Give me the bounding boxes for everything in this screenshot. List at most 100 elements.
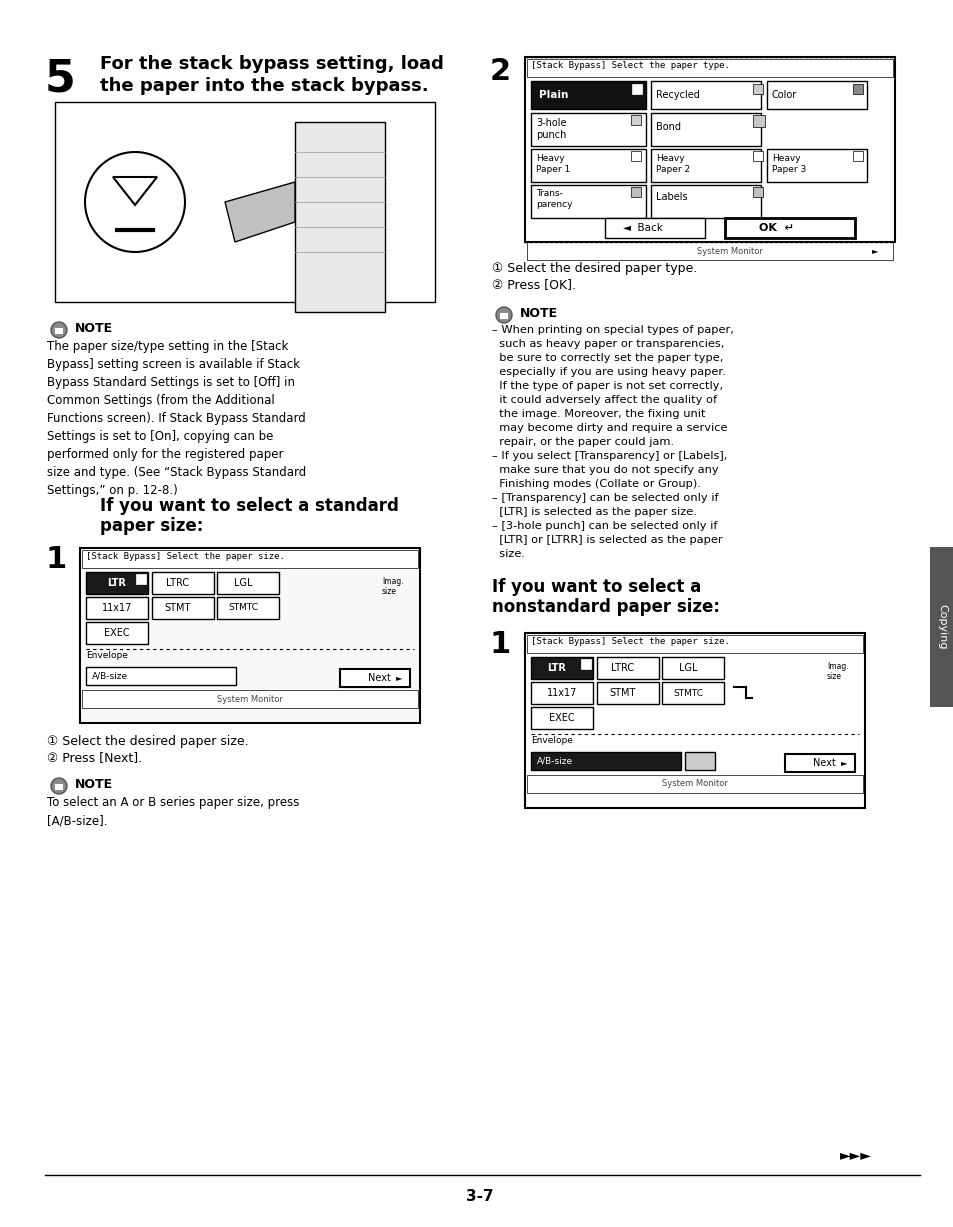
FancyBboxPatch shape: [852, 83, 862, 94]
FancyBboxPatch shape: [752, 83, 762, 94]
Text: Next: Next: [368, 672, 391, 683]
FancyBboxPatch shape: [752, 151, 762, 161]
Text: ① Select the desired paper type.: ① Select the desired paper type.: [492, 263, 697, 275]
FancyBboxPatch shape: [339, 669, 410, 687]
Text: 11x17: 11x17: [546, 688, 577, 698]
Text: LTRC: LTRC: [166, 578, 190, 588]
Text: Envelope: Envelope: [86, 652, 128, 660]
FancyBboxPatch shape: [86, 572, 148, 594]
Text: – [3-hole punch] can be selected only if: – [3-hole punch] can be selected only if: [492, 521, 717, 531]
Text: the paper into the stack bypass.: the paper into the stack bypass.: [100, 77, 428, 94]
FancyBboxPatch shape: [82, 550, 417, 721]
Text: [LTR] or [LTRR] is selected as the paper: [LTR] or [LTRR] is selected as the paper: [492, 535, 721, 545]
FancyBboxPatch shape: [526, 775, 862, 793]
Text: make sure that you do not specify any: make sure that you do not specify any: [492, 465, 718, 475]
Text: OK  ↵: OK ↵: [759, 223, 794, 233]
Text: System Monitor: System Monitor: [661, 779, 727, 789]
Text: Heavy
Paper 3: Heavy Paper 3: [771, 155, 805, 174]
Text: Next: Next: [812, 758, 835, 768]
Text: NOTE: NOTE: [75, 778, 113, 791]
FancyBboxPatch shape: [152, 598, 213, 618]
Text: 5: 5: [45, 56, 76, 99]
Text: – If you select [Transparency] or [Labels],: – If you select [Transparency] or [Label…: [492, 452, 726, 461]
Text: [Stack Bypass] Select the paper size.: [Stack Bypass] Select the paper size.: [86, 552, 285, 561]
Text: LTR: LTR: [108, 578, 127, 588]
Text: LTRC: LTRC: [611, 663, 634, 672]
FancyBboxPatch shape: [650, 81, 760, 109]
FancyBboxPatch shape: [82, 550, 417, 568]
Text: ① Select the desired paper size.: ① Select the desired paper size.: [47, 735, 249, 748]
Text: may become dirty and require a service: may become dirty and require a service: [492, 423, 727, 433]
FancyBboxPatch shape: [524, 56, 894, 242]
Text: Heavy
Paper 2: Heavy Paper 2: [656, 155, 689, 174]
Text: If the type of paper is not set correctly,: If the type of paper is not set correctl…: [492, 382, 722, 391]
FancyBboxPatch shape: [597, 656, 659, 679]
FancyBboxPatch shape: [526, 636, 862, 653]
FancyBboxPatch shape: [531, 752, 680, 771]
Text: Imag.
size: Imag. size: [381, 577, 403, 596]
FancyBboxPatch shape: [929, 547, 953, 707]
Text: ◄  Back: ◄ Back: [622, 223, 662, 233]
FancyBboxPatch shape: [531, 113, 645, 146]
FancyBboxPatch shape: [630, 115, 640, 125]
Text: ►: ►: [841, 758, 846, 768]
Text: System Monitor: System Monitor: [217, 694, 283, 703]
Text: – [Transparency] can be selected only if: – [Transparency] can be selected only if: [492, 493, 718, 503]
FancyBboxPatch shape: [604, 218, 704, 238]
FancyBboxPatch shape: [724, 218, 854, 238]
Text: paper size:: paper size:: [100, 517, 203, 535]
FancyBboxPatch shape: [784, 755, 854, 772]
Text: STMTC: STMTC: [672, 688, 702, 697]
Circle shape: [496, 307, 512, 323]
FancyBboxPatch shape: [82, 690, 417, 708]
Text: 1: 1: [490, 629, 511, 659]
Text: STMTC: STMTC: [228, 604, 257, 612]
Text: LTR: LTR: [547, 663, 566, 672]
FancyBboxPatch shape: [661, 656, 723, 679]
Text: 3-7: 3-7: [466, 1189, 494, 1204]
Text: ►: ►: [395, 674, 402, 682]
Text: the image. Moreover, the fixing unit: the image. Moreover, the fixing unit: [492, 409, 705, 418]
Text: Finishing modes (Collate or Group).: Finishing modes (Collate or Group).: [492, 479, 700, 490]
Text: [Stack Bypass] Select the paper size.: [Stack Bypass] Select the paper size.: [531, 637, 729, 645]
Polygon shape: [112, 177, 157, 205]
FancyBboxPatch shape: [531, 656, 593, 679]
FancyBboxPatch shape: [852, 151, 862, 161]
FancyBboxPatch shape: [531, 148, 645, 182]
Text: – When printing on special types of paper,: – When printing on special types of pape…: [492, 325, 733, 335]
Text: Plain: Plain: [538, 90, 568, 99]
Polygon shape: [225, 182, 294, 242]
Circle shape: [51, 778, 67, 794]
Text: 2: 2: [490, 56, 511, 86]
Text: To select an A or B series paper size, press
[A/B-size].: To select an A or B series paper size, p…: [47, 796, 299, 827]
Text: be sure to correctly set the paper type,: be sure to correctly set the paper type,: [492, 353, 722, 363]
Text: nonstandard paper size:: nonstandard paper size:: [492, 598, 720, 616]
FancyBboxPatch shape: [86, 622, 148, 644]
FancyBboxPatch shape: [752, 187, 762, 198]
Text: 11x17: 11x17: [102, 602, 132, 614]
Circle shape: [85, 152, 185, 252]
Text: 3-hole
punch: 3-hole punch: [536, 118, 566, 140]
FancyBboxPatch shape: [531, 707, 593, 729]
FancyBboxPatch shape: [531, 81, 645, 109]
FancyBboxPatch shape: [294, 121, 385, 312]
FancyBboxPatch shape: [684, 752, 714, 771]
FancyBboxPatch shape: [661, 682, 723, 704]
FancyBboxPatch shape: [526, 242, 892, 260]
Text: repair, or the paper could jam.: repair, or the paper could jam.: [492, 437, 673, 447]
FancyBboxPatch shape: [136, 574, 146, 584]
Text: Imag.
size: Imag. size: [826, 663, 848, 681]
FancyBboxPatch shape: [152, 572, 213, 594]
Text: ►►►: ►►►: [840, 1148, 871, 1162]
Text: LGL: LGL: [233, 578, 252, 588]
Text: ② Press [OK].: ② Press [OK].: [492, 279, 576, 291]
Text: Copying: Copying: [936, 604, 946, 650]
Text: Color: Color: [771, 90, 797, 99]
Text: ►: ►: [871, 247, 878, 255]
Text: System Monitor: System Monitor: [697, 247, 762, 255]
Text: LGL: LGL: [678, 663, 697, 672]
FancyBboxPatch shape: [86, 667, 235, 685]
Text: [Stack Bypass] Select the paper type.: [Stack Bypass] Select the paper type.: [531, 61, 729, 70]
FancyBboxPatch shape: [216, 572, 278, 594]
Text: EXEC: EXEC: [549, 713, 575, 723]
